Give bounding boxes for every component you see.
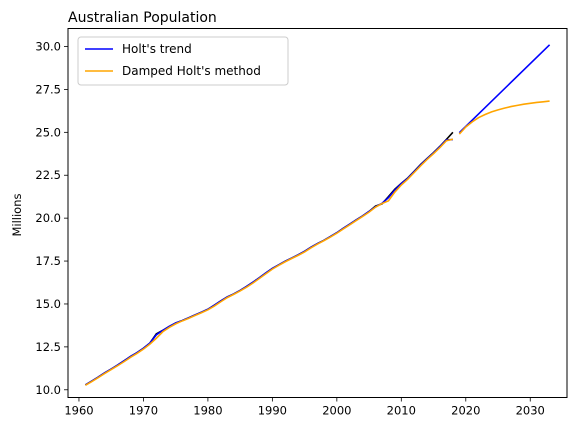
- y-tick-label: 17.5: [35, 254, 61, 268]
- x-tick-label: 2030: [516, 404, 545, 418]
- x-tick-label: 1960: [64, 404, 93, 418]
- plot-frame: [67, 28, 568, 398]
- chart-title: Australian Population: [68, 10, 217, 26]
- y-tick-label: 22.5: [35, 168, 61, 182]
- x-tick-label: 2000: [322, 404, 351, 418]
- y-tick-label: 12.5: [35, 340, 61, 354]
- y-axis-label: Millions: [10, 193, 24, 236]
- legend-label: Holt's trend: [122, 42, 192, 56]
- y-tick-label: 30.0: [35, 40, 61, 54]
- y-tick-label: 25.0: [35, 125, 61, 139]
- legend: Holt's trend Damped Holt's method: [77, 36, 289, 86]
- x-tick-label: 2010: [387, 404, 416, 418]
- series-line-damped-holts-method: [85, 100, 550, 387]
- legend-label: Damped Holt's method: [122, 64, 261, 78]
- x-tick-label: 1980: [193, 404, 222, 418]
- y-tick-label: 20.0: [35, 211, 61, 225]
- y-tick-label: 15.0: [35, 297, 61, 311]
- y-tick-label: 27.5: [35, 82, 61, 96]
- plot-area: [84, 44, 551, 387]
- x-tick-label: 2020: [451, 404, 480, 418]
- x-tick-label: 1970: [129, 404, 158, 418]
- legend-box: [77, 36, 289, 86]
- y-tick-label: 10.0: [35, 383, 61, 397]
- x-tick-label: 1990: [258, 404, 287, 418]
